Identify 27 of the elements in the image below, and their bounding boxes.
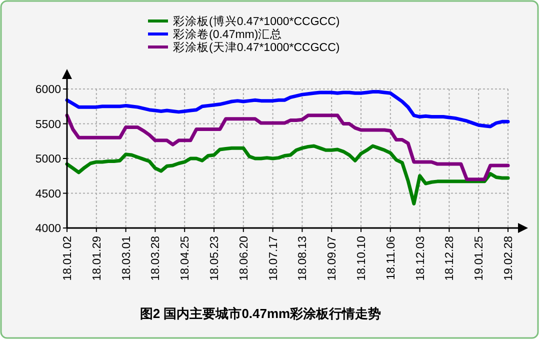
x-tick-label: 18.11.06 <box>385 236 398 280</box>
x-tick-label: 18.05.23 <box>209 236 222 281</box>
x-tick-label: 19.01.25 <box>474 236 486 281</box>
y-tick-label: 4000 <box>35 223 61 236</box>
y-tick-label: 6000 <box>35 84 61 96</box>
y-tick-label: 4500 <box>35 188 61 200</box>
x-tick-label: 18.09.07 <box>326 236 339 281</box>
legend-label: 彩涂卷(0.47mm)汇总 <box>173 28 282 42</box>
x-tick-label: 18.06.20 <box>238 236 250 281</box>
x-tick-label: 18.03.01 <box>120 236 133 281</box>
x-tick-label: 18.08.13 <box>297 236 310 281</box>
x-tick-label: 18.10.10 <box>356 236 368 281</box>
y-tick-label: 5500 <box>35 118 61 131</box>
x-tick-label: 18.03.28 <box>150 236 162 281</box>
line-series <box>65 144 510 206</box>
x-tick-label: 18.01.02 <box>62 236 74 281</box>
x-tick-label: 18.07.17 <box>268 236 280 281</box>
legend-label: 彩涂板(博兴0.47*1000*CCGCC) <box>173 14 340 28</box>
x-tick-label: 19.02.28 <box>503 236 516 281</box>
text: 图2 国内主要城市0.47mm彩涂板行情走势 <box>140 306 382 321</box>
x-tick-label: 18.12.03 <box>414 236 427 281</box>
x-tick-label: 18.01.29 <box>91 236 104 281</box>
line-series <box>65 114 510 182</box>
y-tick-label: 5000 <box>35 154 61 166</box>
x-tick-label: 18.04.25 <box>180 236 192 281</box>
x-tick-label: 18.12.28 <box>444 236 456 281</box>
legend-label: 彩涂板(天津0.47*1000*CCGCC) <box>173 41 340 54</box>
